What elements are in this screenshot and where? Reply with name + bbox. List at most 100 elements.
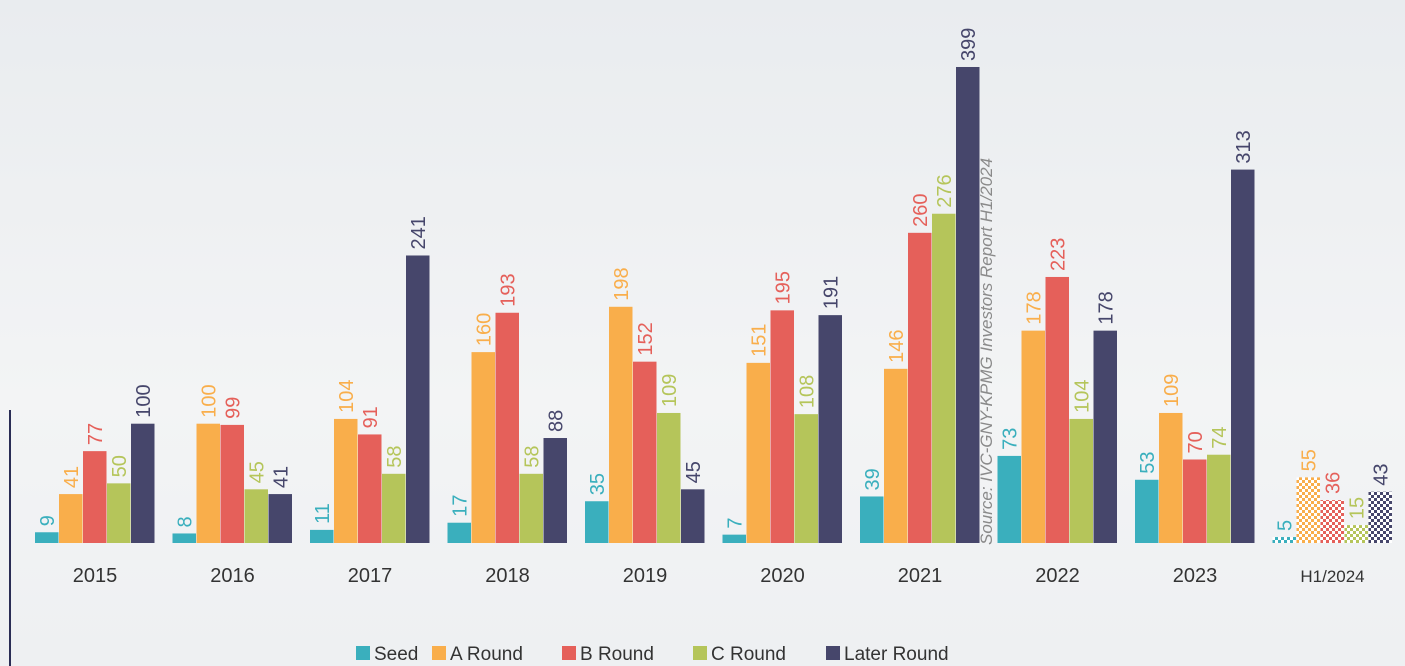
- data-label: 8: [175, 516, 197, 527]
- bar: [1272, 537, 1296, 543]
- bar: [1159, 412, 1183, 543]
- bar: [1207, 454, 1231, 543]
- data-label: 58: [384, 446, 406, 468]
- data-label: 100: [133, 384, 155, 417]
- legend-swatch: [562, 646, 576, 660]
- legend-label: C Round: [711, 644, 786, 665]
- bar: [268, 494, 292, 543]
- x-tick-label: 2018: [485, 565, 530, 587]
- data-label: 88: [546, 410, 568, 432]
- bar: [609, 306, 633, 543]
- data-label: 108: [797, 375, 819, 408]
- data-label: 15: [1347, 497, 1369, 519]
- bar: [1231, 169, 1255, 543]
- data-label: 45: [247, 461, 269, 483]
- x-tick-label: H1/2024: [1300, 567, 1364, 586]
- bar: [196, 423, 220, 543]
- data-label: 17: [450, 494, 472, 516]
- bar: [1021, 330, 1045, 543]
- bar: [932, 213, 956, 543]
- legend-label: A Round: [450, 644, 523, 665]
- bar: [1368, 491, 1392, 543]
- data-label: 151: [749, 323, 771, 356]
- bar: [1135, 479, 1159, 543]
- bar: [722, 534, 746, 543]
- data-label: 223: [1048, 238, 1070, 271]
- legend-swatch: [826, 646, 840, 660]
- bar: [172, 533, 196, 543]
- legend-swatch: [356, 646, 370, 660]
- x-tick-label: 2022: [1035, 565, 1080, 587]
- legend-label: Seed: [374, 644, 418, 665]
- data-label: 313: [1233, 130, 1255, 163]
- data-label: 198: [611, 267, 633, 300]
- data-label: 77: [85, 423, 107, 445]
- x-tick-label: 2023: [1173, 565, 1218, 587]
- data-label: 35: [587, 473, 609, 495]
- bar: [543, 438, 567, 543]
- bar: [1296, 477, 1320, 543]
- data-label: 191: [821, 276, 843, 309]
- bar: [1320, 500, 1344, 543]
- bar: [997, 455, 1021, 543]
- data-label: 70: [1185, 431, 1207, 453]
- bar: [633, 361, 657, 543]
- bar: [358, 434, 382, 543]
- bar: [220, 424, 244, 543]
- bar: [334, 418, 358, 543]
- data-label: 73: [1000, 428, 1022, 450]
- bar: [83, 451, 107, 543]
- bar: [1344, 525, 1368, 543]
- data-label: 178: [1096, 291, 1118, 324]
- x-tick-label: 2020: [760, 565, 805, 587]
- bar: [657, 412, 681, 543]
- data-label: 45: [683, 461, 705, 483]
- data-label: 104: [1072, 380, 1094, 413]
- data-label: 160: [474, 313, 496, 346]
- bar: [908, 232, 932, 543]
- data-label: 5: [1275, 520, 1297, 531]
- data-label: 276: [934, 174, 956, 207]
- data-label: 109: [659, 374, 681, 407]
- bar: [131, 423, 155, 543]
- bar: [471, 352, 495, 543]
- data-label: 178: [1024, 291, 1046, 324]
- data-label: 241: [408, 216, 430, 249]
- legend-label: Later Round: [844, 644, 949, 665]
- data-label: 9: [37, 515, 59, 526]
- data-label: 399: [958, 28, 980, 61]
- bar: [519, 473, 543, 543]
- data-label: 109: [1161, 374, 1183, 407]
- source-note: Source: IVC-GNY-KPMG Investors Report H1…: [977, 158, 996, 545]
- bar: [382, 473, 406, 543]
- x-tick-label: 2021: [898, 565, 943, 587]
- data-label: 100: [199, 384, 221, 417]
- bar: [860, 496, 884, 543]
- data-label: 39: [862, 468, 884, 490]
- data-label: 146: [886, 329, 908, 362]
- bar: [585, 501, 609, 543]
- data-label: 53: [1137, 452, 1159, 474]
- bar: [1045, 276, 1069, 543]
- bar: [107, 483, 131, 543]
- data-label: 104: [336, 380, 358, 413]
- data-label: 43: [1371, 463, 1393, 485]
- bar: [884, 368, 908, 543]
- bar: [746, 362, 770, 543]
- data-label: 7: [725, 518, 747, 529]
- data-label: 58: [522, 446, 544, 468]
- legend-label: B Round: [580, 644, 654, 665]
- data-label: 99: [223, 397, 245, 419]
- data-label: 260: [910, 193, 932, 226]
- bar: [59, 494, 83, 543]
- data-label: 91: [360, 406, 382, 428]
- data-label: 11: [312, 503, 334, 524]
- bar: [406, 255, 430, 543]
- data-label: 55: [1299, 449, 1321, 471]
- x-tick-label: 2017: [348, 565, 393, 587]
- data-label: 152: [635, 322, 657, 355]
- bar: [681, 489, 705, 543]
- legend-swatch: [432, 646, 446, 660]
